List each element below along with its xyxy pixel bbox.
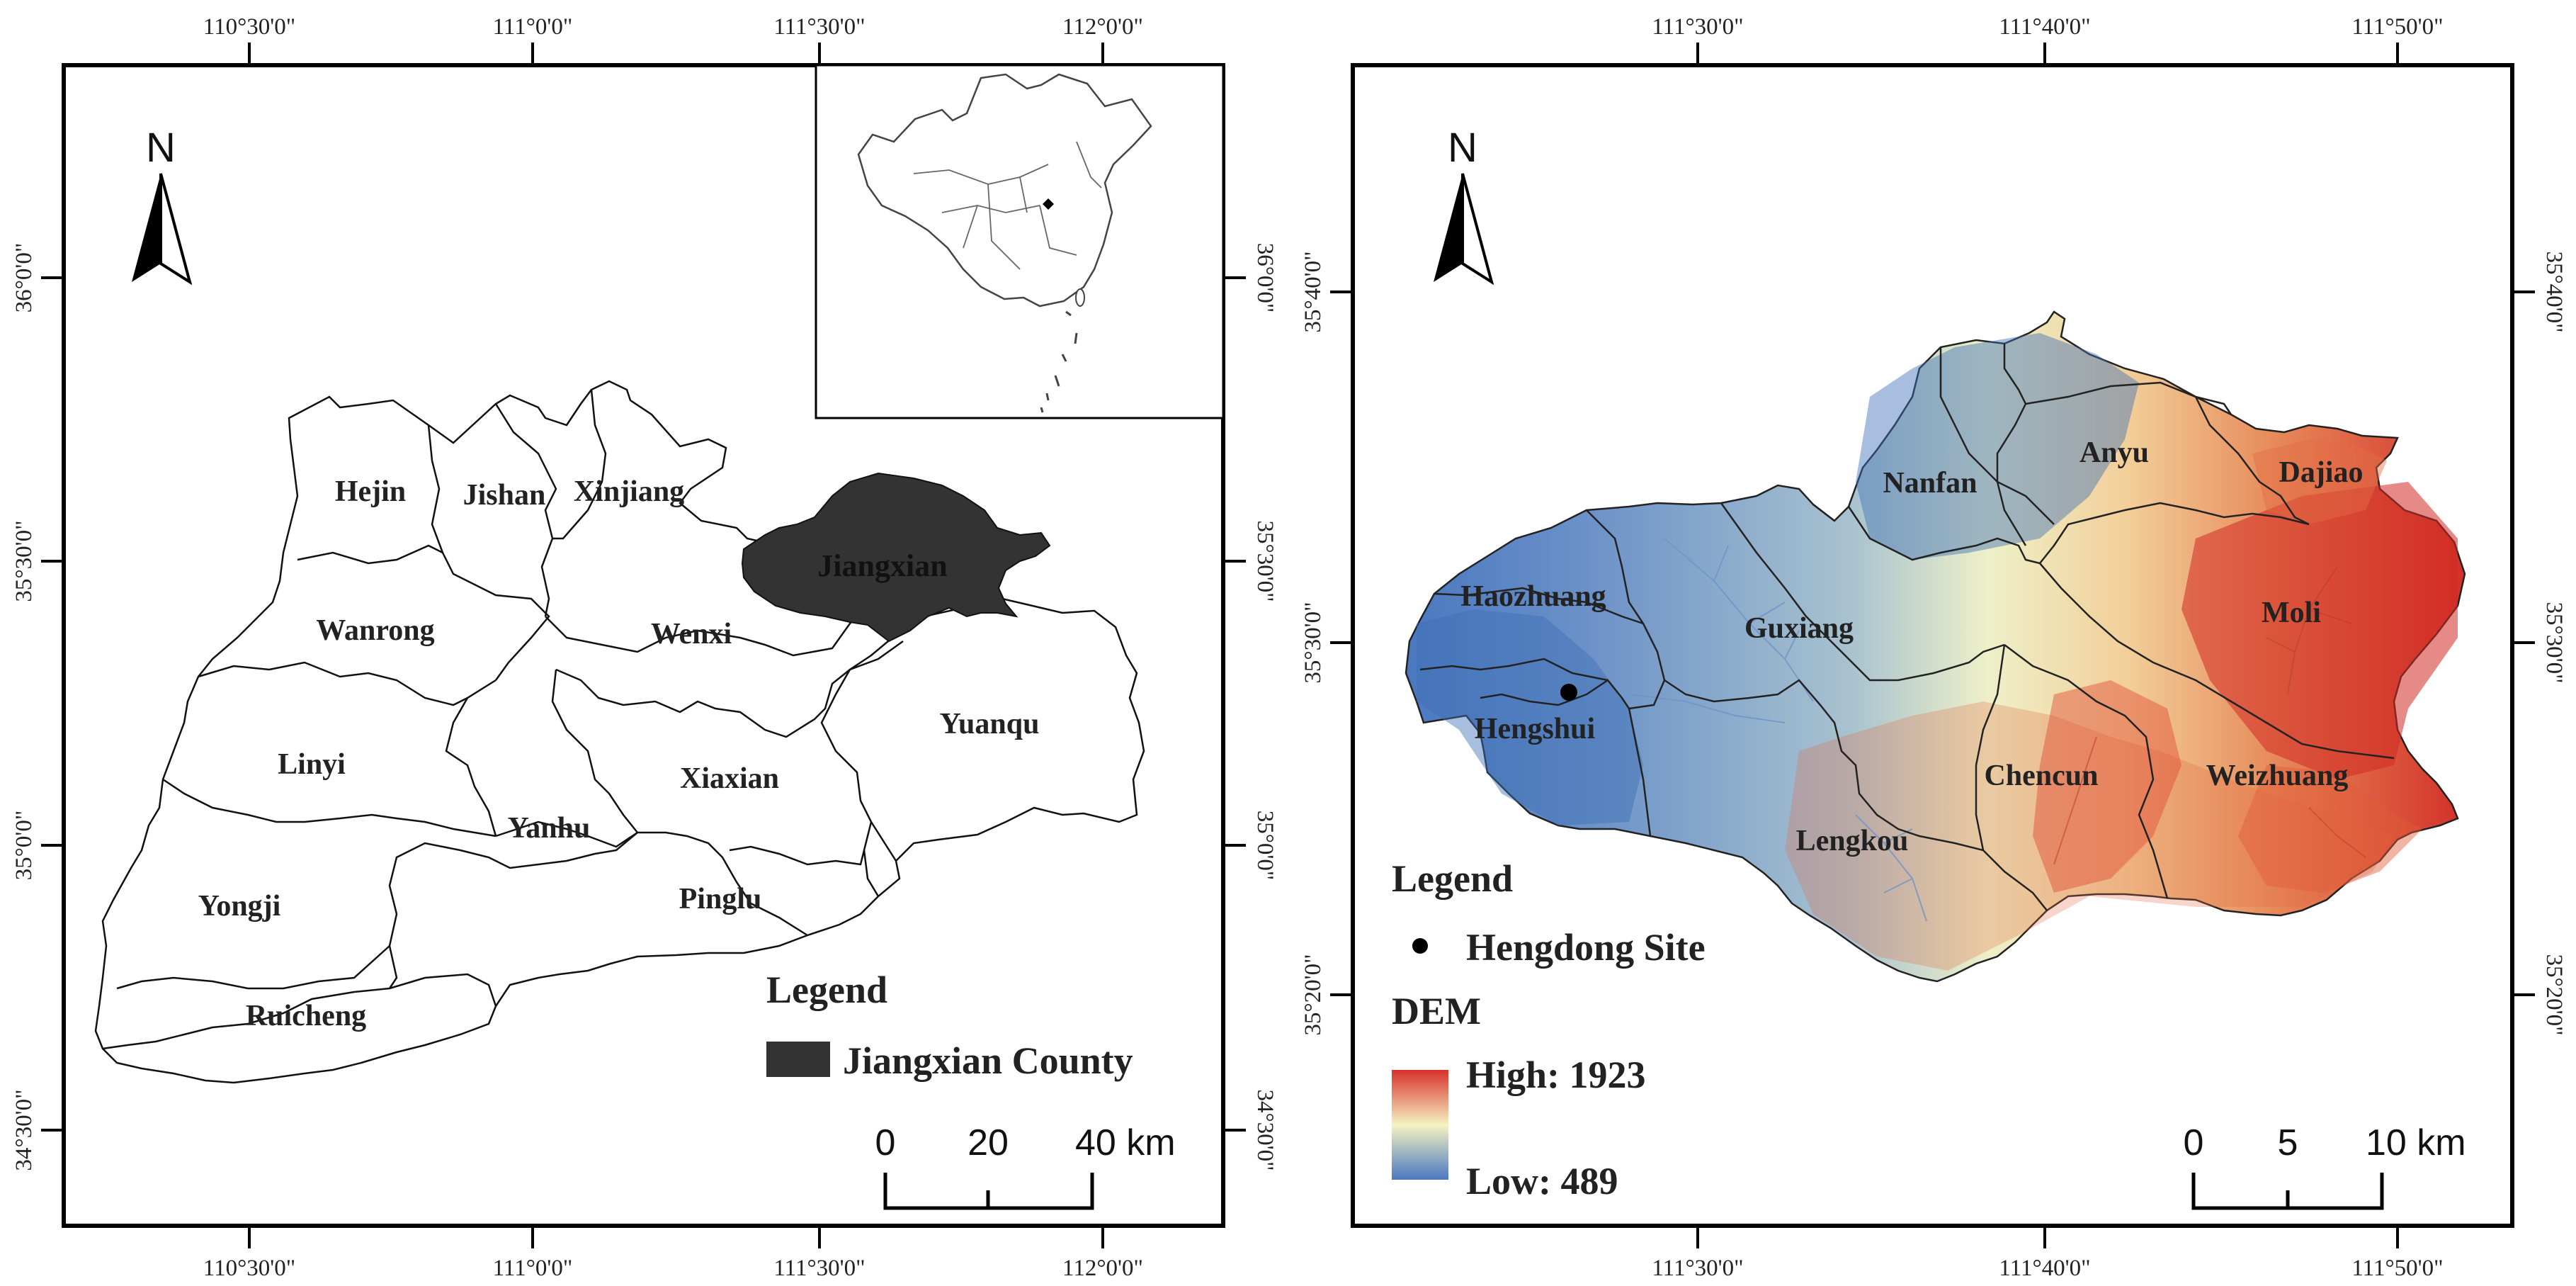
left-left-coords: 36°0'0" 35°30'0" 35°0'0" 34°30'0": [11, 243, 37, 1171]
hengdong-site-marker: [1560, 684, 1577, 701]
north-arrow-icon: N: [132, 125, 193, 286]
coord-label: 36°0'0": [11, 243, 37, 313]
coord-label: 111°0'0": [493, 1256, 573, 1281]
coord-label: 35°30'0": [2541, 602, 2567, 683]
scale-label: 40 km: [1075, 1122, 1176, 1163]
county-label-wenxi: Wenxi: [651, 618, 732, 650]
left-map: 110°30'0" 111°0'0" 111°30'0" 112°0'0" 11…: [11, 14, 1278, 1281]
right-right-coords: 35°40'0" 35°30'0" 35°20'0": [2541, 251, 2567, 1035]
county-labels: Hejin Jishan Xinjiang Jiangxian Wanrong …: [198, 475, 1040, 1032]
coord-label: 34°30'0": [11, 1089, 37, 1171]
coord-label: 35°20'0": [2541, 954, 2567, 1035]
right-top-coords: 111°30'0" 111°40'0" 111°50'0": [1652, 14, 2443, 40]
coord-label: 110°30'0": [203, 14, 295, 40]
legend-item-label: Jiangxian County: [843, 1039, 1133, 1082]
county-label-wanrong: Wanrong: [316, 614, 434, 647]
coord-label: 111°50'0": [2351, 1256, 2443, 1281]
coord-label: 35°40'0": [1300, 251, 1326, 332]
coord-label: 112°0'0": [1062, 14, 1143, 40]
coord-label: 111°50'0": [2351, 14, 2443, 40]
coord-label: 35°40'0": [2541, 251, 2567, 332]
scale-label: 5: [2278, 1122, 2298, 1163]
north-label: N: [146, 125, 176, 171]
right-map: 111°30'0" 111°40'0" 111°50'0" 111°30'0" …: [1300, 14, 2567, 1281]
legend-title: Legend: [1392, 857, 1513, 900]
right-left-coords: 35°40'0" 35°30'0" 35°20'0": [1300, 251, 1326, 1035]
coord-label: 111°40'0": [1999, 14, 2090, 40]
site-legend-label: Hengdong Site: [1466, 926, 1706, 969]
coord-label: 35°30'0": [11, 520, 37, 602]
county-label-jishan: Jishan: [463, 479, 546, 512]
coord-label: 112°0'0": [1062, 1256, 1143, 1281]
coord-label: 34°30'0": [1252, 1089, 1278, 1171]
county-label-ruicheng: Ruicheng: [246, 1000, 366, 1032]
town-label-hengshui: Hengshui: [1475, 713, 1596, 745]
coord-label: 111°30'0": [773, 1256, 865, 1281]
town-label-chencun: Chencun: [1984, 760, 2098, 792]
right-map-frame: [1351, 63, 2514, 1228]
legend-title: Legend: [766, 969, 887, 1011]
left-scale-bar: 0 20 40 km: [875, 1122, 1176, 1210]
town-label-haozhuang: Haozhuang: [1460, 580, 1606, 613]
coord-label: 36°0'0": [1252, 243, 1278, 313]
county-label-yongji: Yongji: [198, 890, 281, 923]
coord-label: 35°0'0": [1252, 811, 1278, 881]
county-map: [94, 380, 1145, 1084]
north-label: N: [1448, 125, 1477, 171]
coord-label: 111°30'0": [773, 14, 865, 40]
county-label-linyi: Linyi: [278, 748, 346, 781]
right-legend: Legend Hengdong Site DEM High: 1923 Low:…: [1392, 857, 1706, 1202]
north-arrow-icon: N: [1434, 125, 1494, 286]
county-label-yuanqu: Yuanqu: [940, 708, 1040, 740]
coord-label: 35°30'0": [1300, 602, 1326, 683]
town-label-weizhuang: Weizhuang: [2206, 760, 2349, 792]
town-label-lengkou: Lengkou: [1796, 825, 1909, 857]
coord-label: 35°20'0": [1300, 954, 1326, 1035]
county-label-pinglu: Pinglu: [679, 883, 762, 915]
scale-label: 0: [875, 1122, 896, 1163]
left-top-coords: 110°30'0" 111°0'0" 111°30'0" 112°0'0": [203, 14, 1143, 40]
coord-label: 111°30'0": [1652, 14, 1743, 40]
county-label-xinjiang: Xinjiang: [574, 475, 684, 508]
town-label-guxiang: Guxiang: [1744, 612, 1854, 645]
county-label-xiaxian: Xiaxian: [680, 762, 779, 795]
scale-label: 10 km: [2366, 1122, 2466, 1163]
dem-color-ramp: [1392, 1070, 1448, 1180]
dem-high-label: High: 1923: [1466, 1054, 1646, 1096]
dem-low-label: Low: 489: [1466, 1160, 1618, 1202]
coord-label: 111°40'0": [1999, 1256, 2090, 1281]
dem-terrain-map: [1405, 310, 2466, 983]
town-label-moli: Moli: [2262, 597, 2321, 629]
town-label-anyu: Anyu: [2079, 436, 2149, 469]
coord-label: 35°0'0": [11, 811, 37, 881]
town-label-dajiao: Dajiao: [2279, 456, 2364, 489]
coord-label: 111°0'0": [493, 14, 573, 40]
town-labels: Nanfan Anyu Dajiao Haozhuang Guxiang Mol…: [1460, 436, 2363, 857]
jiangxian-county-area: [741, 472, 1051, 643]
china-inset-map: [815, 64, 1225, 419]
town-label-nanfan: Nanfan: [1883, 467, 1977, 500]
left-right-coords: 36°0'0" 35°30'0" 35°0'0" 34°30'0": [1252, 243, 1278, 1171]
dem-legend-title: DEM: [1392, 990, 1481, 1032]
coord-label: 35°30'0": [1252, 520, 1278, 602]
site-legend-marker: [1412, 938, 1428, 954]
county-label-hejin: Hejin: [335, 475, 406, 508]
coord-label: 111°30'0": [1652, 1256, 1743, 1281]
scale-label: 20: [968, 1122, 1009, 1163]
right-ticks: [1330, 43, 2535, 1248]
scale-label: 0: [2184, 1122, 2204, 1163]
right-bottom-coords: 111°30'0" 111°40'0" 111°50'0": [1652, 1256, 2443, 1281]
county-label-yanhu: Yanhu: [508, 812, 591, 845]
left-bottom-coords: 110°30'0" 111°0'0" 111°30'0" 112°0'0": [203, 1256, 1143, 1281]
left-legend: Legend Jiangxian County: [766, 969, 1133, 1082]
county-label-jiangxian: Jiangxian: [817, 548, 947, 583]
left-ticks: [41, 43, 1246, 1248]
coord-label: 110°30'0": [203, 1256, 295, 1281]
left-map-frame: [62, 63, 1225, 1228]
right-scale-bar: 0 5 10 km: [2184, 1122, 2466, 1210]
legend-swatch: [766, 1042, 830, 1077]
